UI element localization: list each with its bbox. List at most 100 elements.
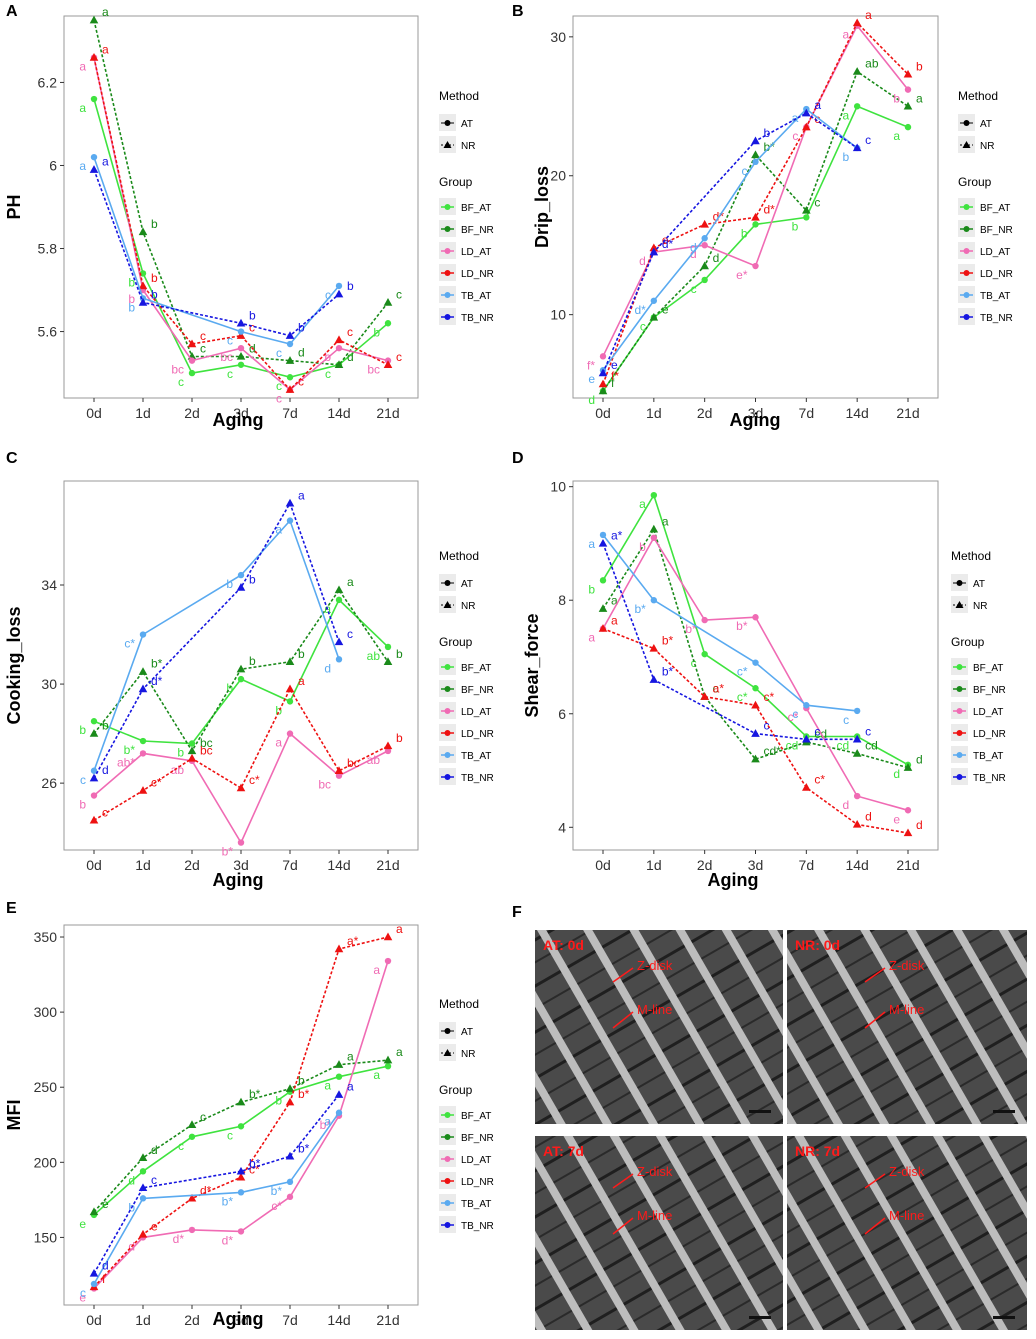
- point-tb_nr-3d: [236, 318, 246, 327]
- sig-label: c: [249, 321, 255, 335]
- sig-label: c: [200, 341, 206, 355]
- sig-label: f: [611, 376, 615, 390]
- legend-group-title: Group: [439, 635, 473, 649]
- point-bf_nr-1d: [138, 1153, 148, 1162]
- y-axis-title: Shear_force: [522, 613, 542, 717]
- legend-dot-icon: [444, 730, 451, 736]
- sig-label: c: [792, 129, 798, 143]
- sig-label: a: [373, 1068, 380, 1082]
- legend-method-title: Method: [958, 89, 998, 103]
- sig-label: b: [396, 731, 403, 745]
- z-disk-label: Z-disk: [889, 1164, 925, 1179]
- sig-label: c: [298, 375, 304, 389]
- point-tb_at-7d: [803, 702, 810, 709]
- sig-label: c*: [151, 776, 162, 790]
- point-bf_nr-0d: [598, 386, 608, 395]
- sig-label: b: [916, 59, 923, 73]
- legend-group-label: BF_AT: [461, 663, 491, 674]
- sig-label: c: [843, 713, 849, 727]
- sig-label: b: [102, 719, 109, 733]
- sig-label: c: [276, 379, 282, 393]
- legend-group-label: BF_NR: [461, 225, 494, 236]
- sig-label: b: [347, 279, 354, 293]
- sig-label: a: [662, 514, 669, 528]
- point-bf_at-0d: [90, 95, 98, 103]
- point-tb_nr-3d: [236, 582, 246, 591]
- legend-group-label: LD_NR: [461, 1177, 494, 1188]
- sig-label: b: [226, 577, 233, 591]
- x-tick-label: 2d: [184, 857, 200, 873]
- sig-label: c*: [788, 710, 799, 724]
- legend-method-label: AT: [461, 579, 473, 590]
- legend-group-label: BF_NR: [980, 225, 1013, 236]
- x-tick-label: 21d: [376, 857, 399, 873]
- legend-group-label: BF_NR: [973, 685, 1006, 696]
- x-axis-title: Aging: [730, 410, 781, 430]
- sig-label: c: [227, 334, 233, 348]
- point-ld_nr-21d: [383, 932, 393, 941]
- point-bf_at-14d: [335, 1073, 343, 1080]
- point-bf_at-1d: [650, 491, 658, 499]
- point-ld_at-21d: [904, 807, 912, 814]
- legend-method-label: NR: [980, 141, 994, 152]
- sig-label: b*: [662, 665, 674, 679]
- point-bf_nr-21d: [903, 763, 913, 771]
- point-tb_nr-0d: [598, 368, 608, 377]
- sig-label: c: [276, 346, 282, 360]
- point-ld_nr-0d: [89, 53, 99, 61]
- point-ld_at-2d: [188, 357, 196, 364]
- legend-method-title: Method: [439, 997, 479, 1011]
- y-tick-label: 300: [34, 1004, 58, 1020]
- y-axis-title: PH: [4, 194, 24, 219]
- point-bf_nr-2d: [187, 746, 197, 755]
- y-tick-label: 350: [34, 929, 58, 945]
- point-tb_nr-14d: [852, 734, 862, 743]
- point-ld_at-3d: [237, 344, 245, 352]
- sig-label: c: [814, 724, 820, 738]
- legend-dot-icon: [963, 314, 970, 320]
- point-ld_nr-0d: [598, 379, 608, 388]
- sig-label: e: [102, 1197, 109, 1211]
- point-ld_nr-3d: [236, 783, 246, 792]
- plot-frame: [63, 15, 419, 399]
- point-tb_at-1d: [139, 1195, 147, 1202]
- point-tb_nr-3d: [236, 1166, 246, 1175]
- sig-label: e: [588, 372, 595, 386]
- legend-group-label: TB_NR: [461, 313, 494, 324]
- sig-label: c: [227, 1128, 233, 1142]
- sig-label: cd: [786, 738, 799, 752]
- sig-label: d*: [764, 202, 776, 216]
- m-line-label: M-line: [637, 1208, 672, 1223]
- point-tb_at-7d: [286, 340, 294, 348]
- legend-method-label: NR: [973, 601, 987, 612]
- point-ld_at-2d: [701, 616, 708, 624]
- sig-label: c: [691, 656, 697, 670]
- y-tick-label: 6: [49, 157, 57, 173]
- sig-label: c: [347, 627, 353, 641]
- point-tb_nr-0d: [598, 538, 608, 547]
- x-tick-label: 14d: [327, 857, 350, 873]
- m-line-label: M-line: [889, 1208, 924, 1223]
- sig-label: d*: [634, 303, 646, 317]
- z-disk-label: Z-disk: [889, 958, 925, 973]
- x-axis-title: Aging: [213, 410, 264, 430]
- sig-label: b*: [249, 1087, 261, 1101]
- sig-label: b: [588, 582, 595, 596]
- point-ld_nr-2d: [187, 753, 197, 762]
- legend-group-label: TB_NR: [980, 313, 1013, 324]
- x-tick-label: 14d: [327, 405, 350, 421]
- sig-label: a: [347, 1050, 354, 1064]
- sig-label: c: [102, 805, 108, 819]
- point-ld_at-7d: [286, 730, 294, 737]
- point-tb_at-0d: [90, 1280, 98, 1288]
- sig-label: b: [151, 217, 158, 231]
- sig-label: c: [764, 719, 770, 733]
- sig-label: c: [640, 319, 646, 333]
- point-bf_nr-0d: [89, 15, 99, 24]
- legend-triangle-icon: [955, 601, 964, 608]
- sig-label: c: [200, 329, 206, 343]
- sig-label: c: [178, 375, 184, 389]
- sig-label: ab: [171, 763, 185, 777]
- point-tb_at-0d: [90, 767, 98, 774]
- legend-group-label: BF_AT: [461, 203, 491, 214]
